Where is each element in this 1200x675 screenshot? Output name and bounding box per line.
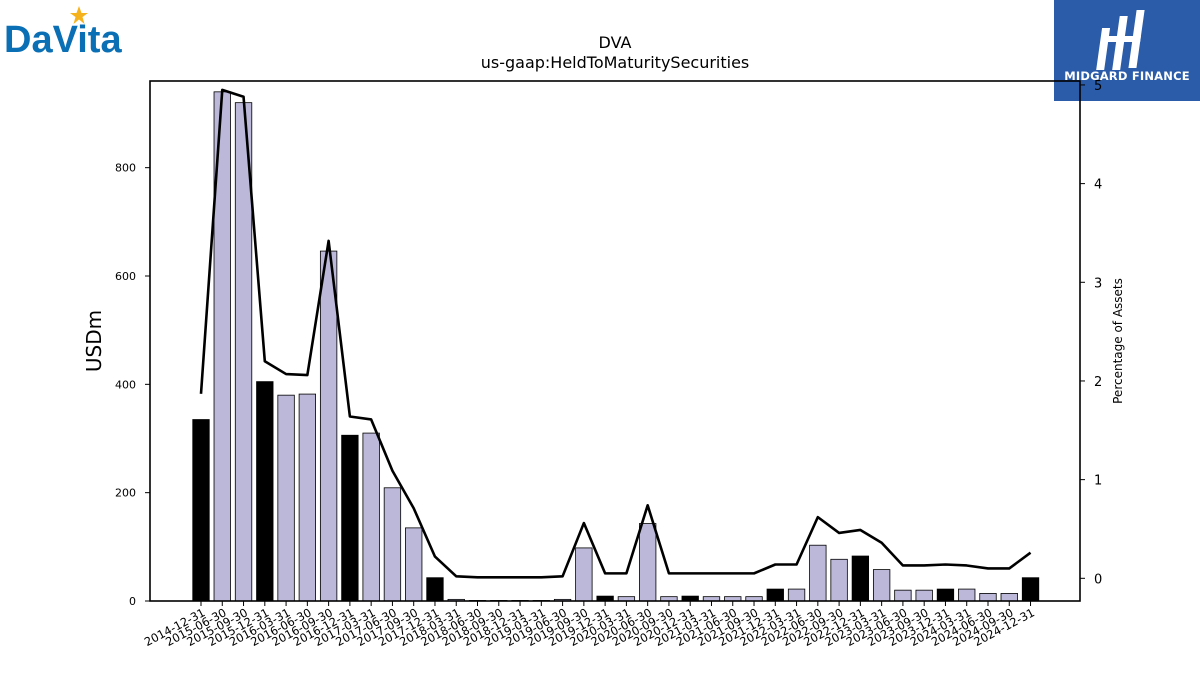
y2-axis-label: Percentage of Assets [1111,278,1125,404]
bar [809,544,827,602]
axes-layer: 02004006008000123452014-12-312015-06-302… [115,79,1102,649]
y-tick-label: 600 [115,270,136,283]
midgard-finance-logo: MIDGARD FINANCE [1054,0,1200,101]
chart-title: DVA [599,33,632,52]
bar [277,394,295,602]
bar [362,432,380,602]
bar [958,588,976,602]
y2-tick-label: 3 [1094,276,1102,291]
bar [766,588,784,602]
bar [298,393,317,602]
bar [915,589,933,602]
bar [1021,577,1040,602]
bar [830,558,848,602]
bar [575,547,593,602]
y-tick-label: 0 [129,595,136,608]
bar [872,569,891,602]
y-tick-label: 800 [115,162,136,175]
y2-tick-label: 1 [1094,474,1102,489]
y2-tick-label: 5 [1094,79,1102,94]
bar [383,487,402,602]
y2-tick-label: 0 [1094,572,1102,587]
bar [405,527,423,602]
bar [341,434,359,602]
bar [256,381,274,602]
bar [979,593,997,602]
y-tick-label: 200 [115,487,136,500]
bar [639,523,657,602]
series-line [199,88,1032,579]
midgard-emblem-icon [1096,10,1145,70]
chart-subtitle: us-gaap:HeldToMaturitySecurities [481,53,750,72]
y-axis-label: USDm [82,310,106,372]
line-layer [199,88,1032,579]
y2-tick-label: 4 [1094,178,1102,193]
davita-logo: DaVita [2,4,142,61]
bar [936,588,955,602]
plot-frame [149,80,1081,602]
bar [894,589,912,602]
y-tick-label: 400 [115,378,136,391]
bar [192,419,210,602]
bar [426,577,444,602]
bar [851,555,870,602]
davita-logo-text: DaVita [4,19,122,60]
publisher-name: MIDGARD FINANCE [1064,69,1190,83]
bar [319,250,338,602]
bar [787,588,806,602]
star-icon [70,6,88,24]
bar [1000,593,1018,602]
bar-layer [192,91,1040,602]
y2-tick-label: 2 [1094,375,1102,390]
davita-logo-graphic: DaVita [4,6,122,61]
